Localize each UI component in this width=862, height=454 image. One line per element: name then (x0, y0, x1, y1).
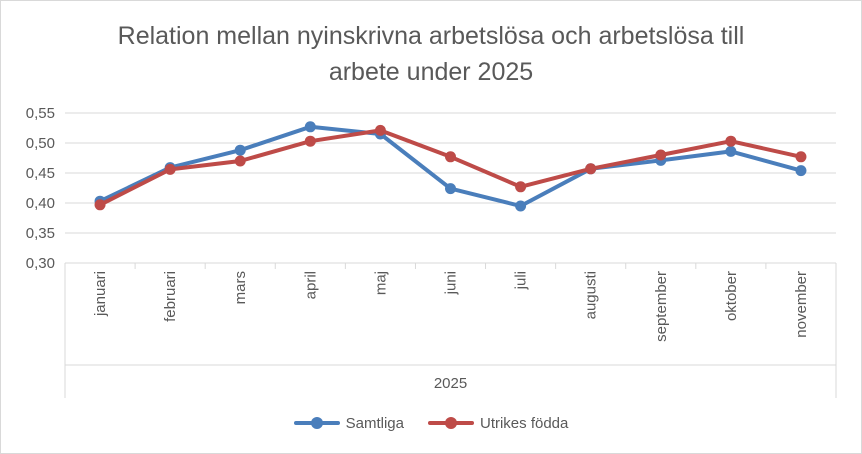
x-tick-label: juni (443, 271, 460, 295)
x-tick-label: mars (232, 271, 249, 304)
x-tick-label: september (653, 271, 670, 342)
data-point (725, 145, 737, 157)
legend-item-utrikes-fodda: Utrikes födda (427, 414, 569, 432)
y-tick-label: 0,55 (26, 105, 55, 122)
data-point (304, 121, 316, 133)
data-point (94, 199, 106, 211)
data-point (234, 144, 246, 156)
data-point (445, 151, 456, 163)
data-point (515, 200, 527, 212)
data-point (655, 149, 667, 161)
data-point (795, 151, 807, 163)
legend-label-samtliga: Samtliga (345, 414, 404, 432)
legend: Samtliga Utrikes födda (0, 408, 862, 438)
chart-title-line1: Relation mellan nyinskrivna arbetslösa o… (117, 22, 745, 50)
data-point (445, 183, 456, 195)
chart-title-line2: arbete under 2025 (328, 58, 534, 86)
chart-title: Relation mellan nyinskrivna arbetslösa o… (0, 18, 862, 90)
y-tick-label: 0,40 (26, 195, 55, 212)
legend-label-utrikes-fodda: Utrikes födda (479, 414, 569, 432)
y-tick-label: 0,35 (26, 225, 55, 242)
x-tick-label: april (302, 271, 319, 299)
x-tick-label: juli (513, 271, 530, 290)
data-point (795, 165, 807, 177)
y-tick-label: 0,45 (26, 165, 55, 182)
x-tick-label: februari (162, 271, 179, 322)
data-point (234, 155, 246, 167)
x-tick-label: januari (92, 271, 109, 317)
data-point (515, 181, 527, 193)
y-tick-label: 0,30 (26, 255, 55, 272)
data-point (304, 135, 316, 147)
legend-swatch-samtliga (293, 416, 340, 430)
legend-item-samtliga: Samtliga (293, 414, 404, 432)
x-tick-label: maj (372, 271, 389, 295)
x-tick-label: november (793, 271, 810, 338)
y-tick-label: 0,50 (26, 135, 55, 152)
legend-swatch-utrikes-fodda (427, 416, 474, 430)
data-point (725, 135, 737, 147)
x-tick-label: oktober (723, 271, 740, 321)
x-axis-label: 2025 (434, 375, 467, 392)
data-point (374, 124, 386, 136)
data-point (585, 163, 597, 175)
data-point (164, 163, 176, 175)
x-tick-label: augusti (583, 271, 600, 319)
